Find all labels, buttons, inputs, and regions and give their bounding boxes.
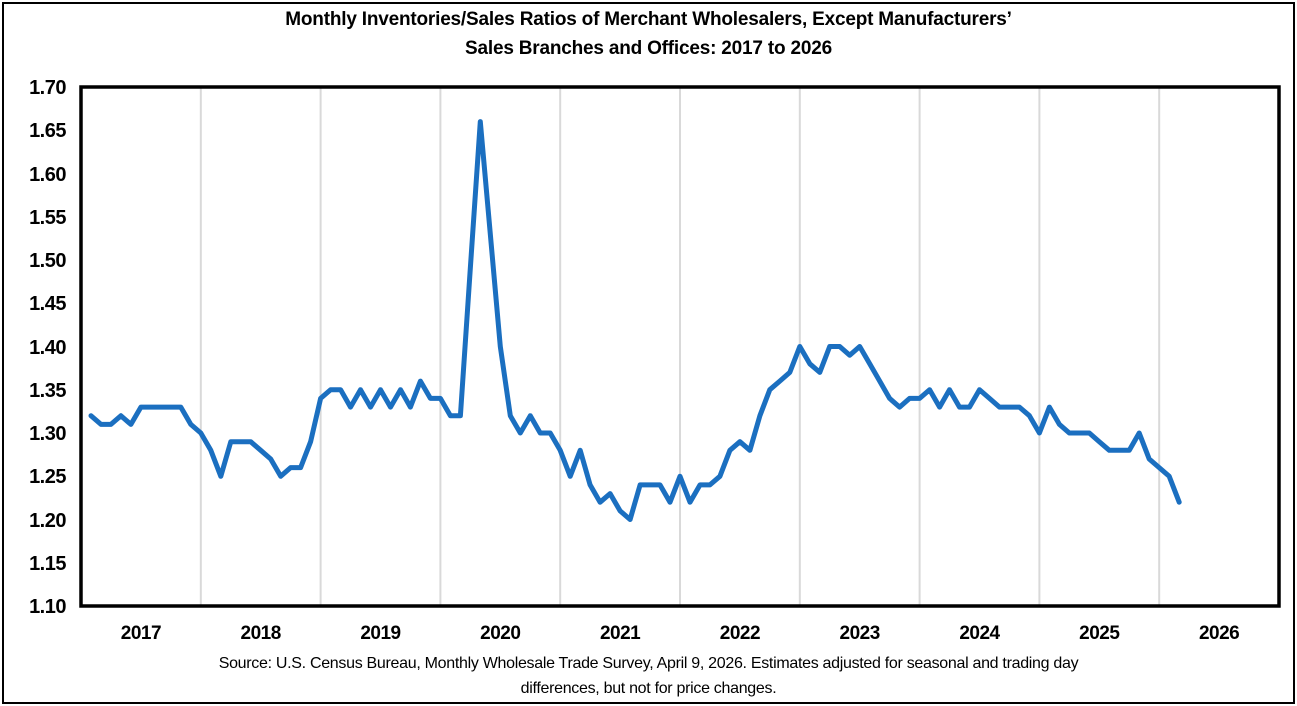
- y-axis-tick-label: 1.65: [29, 120, 66, 143]
- y-axis-tick-label: 1.15: [29, 552, 66, 575]
- y-axis-tick-label: 1.25: [29, 466, 66, 489]
- y-axis-tick-label: 1.45: [29, 293, 66, 316]
- x-axis-tick-label: 2019: [360, 623, 401, 644]
- plot-border: [79, 85, 1281, 608]
- y-axis-tick-label: 1.30: [29, 423, 66, 445]
- source-note: Source: U.S. Census Bureau, Monthly Whol…: [20, 651, 1277, 701]
- y-axis-tick-label: 1.60: [29, 163, 66, 186]
- y-axis-tick-label: 1.50: [29, 250, 66, 272]
- x-axis-tick-label: 2025: [1079, 623, 1120, 644]
- y-axis-tick-label: 1.55: [29, 206, 66, 229]
- y-axis-tick-label: 1.20: [29, 509, 66, 532]
- x-axis-tick-label: 2021: [599, 623, 641, 644]
- chart-title-line-2: Sales Branches and Offices: 2017 to 2026: [465, 38, 832, 59]
- x-axis-tick-label: 2022: [719, 623, 761, 644]
- y-axis-tick-label: 1.35: [29, 379, 66, 402]
- x-axis-tick-label: 2018: [240, 623, 282, 644]
- x-axis-tick-label: 2020: [480, 623, 521, 644]
- source-note-line-1: Source: U.S. Census Bureau, Monthly Whol…: [218, 655, 1079, 672]
- x-axis-tick-label: 2017: [120, 623, 162, 644]
- chart-title: Monthly Inventories/Sales Ratios of Merc…: [20, 5, 1277, 63]
- x-axis-tick-label: 2026: [1198, 623, 1240, 644]
- inventories-sales-ratio-line: [88, 119, 1182, 522]
- y-axis-tick-label: 1.40: [29, 336, 66, 359]
- x-axis-tick-label: 2024: [959, 623, 1000, 644]
- x-axis-tick-label: 2023: [839, 623, 881, 644]
- y-axis-tick-label: 1.70: [29, 77, 66, 99]
- source-note-line-2: differences, but not for price changes.: [520, 680, 777, 697]
- chart-title-line-1: Monthly Inventories/Sales Ratios of Merc…: [285, 9, 1012, 30]
- y-axis-tick-label: 1.10: [29, 596, 66, 618]
